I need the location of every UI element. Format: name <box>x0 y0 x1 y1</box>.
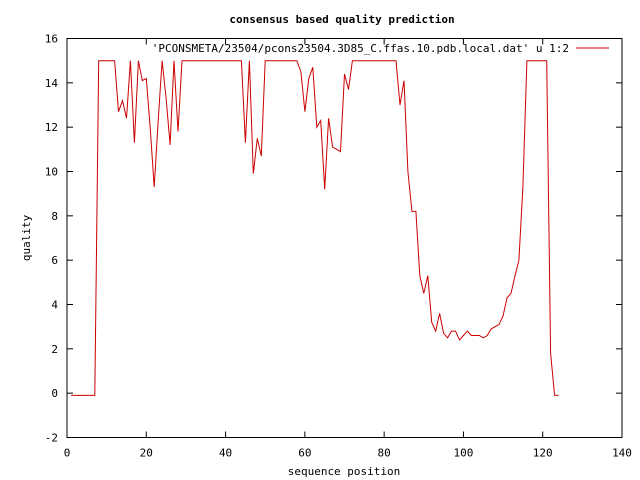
series-line <box>71 60 559 396</box>
y-tick-label: 10 <box>45 166 58 179</box>
x-tick-label: 40 <box>219 447 232 460</box>
y-tick-label: 4 <box>51 299 58 312</box>
series-layer <box>71 60 559 396</box>
x-tick-label: 20 <box>140 447 153 460</box>
y-axis-label: quality <box>20 214 33 261</box>
y-tick-label: 0 <box>51 387 58 400</box>
y-tick-label: 2 <box>51 343 58 356</box>
legend: 'PCONSMETA/23504/pcons23504.3D85_C.ffas.… <box>152 42 609 55</box>
x-tick-label: 100 <box>453 447 473 460</box>
plot-frame <box>66 38 623 438</box>
legend-label: 'PCONSMETA/23504/pcons23504.3D85_C.ffas.… <box>152 42 569 55</box>
chart-title: consensus based quality prediction <box>229 13 454 26</box>
x-axis: 0 20 40 60 80 100 120 140 <box>64 38 632 460</box>
x-tick-label: 0 <box>64 447 71 460</box>
x-tick-label: 80 <box>378 447 391 460</box>
y-tick-label: 6 <box>51 254 58 267</box>
y-tick-label: 14 <box>45 77 59 90</box>
y-tick-label: 8 <box>51 210 58 223</box>
x-tick-label: 140 <box>612 447 632 460</box>
x-axis-label: sequence position <box>288 465 401 478</box>
y-axis: -2 0 2 4 6 8 10 12 14 16 <box>45 33 622 445</box>
y-tick-label: 12 <box>45 121 58 134</box>
x-tick-label: 60 <box>298 447 311 460</box>
y-tick-label: -2 <box>45 432 58 445</box>
x-tick-label: 120 <box>533 447 553 460</box>
y-tick-label: 16 <box>45 33 58 46</box>
